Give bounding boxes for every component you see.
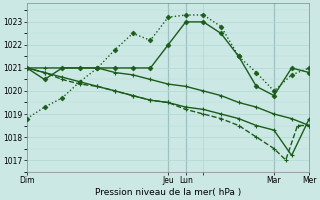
X-axis label: Pression niveau de la mer( hPa ): Pression niveau de la mer( hPa ) bbox=[95, 188, 241, 197]
